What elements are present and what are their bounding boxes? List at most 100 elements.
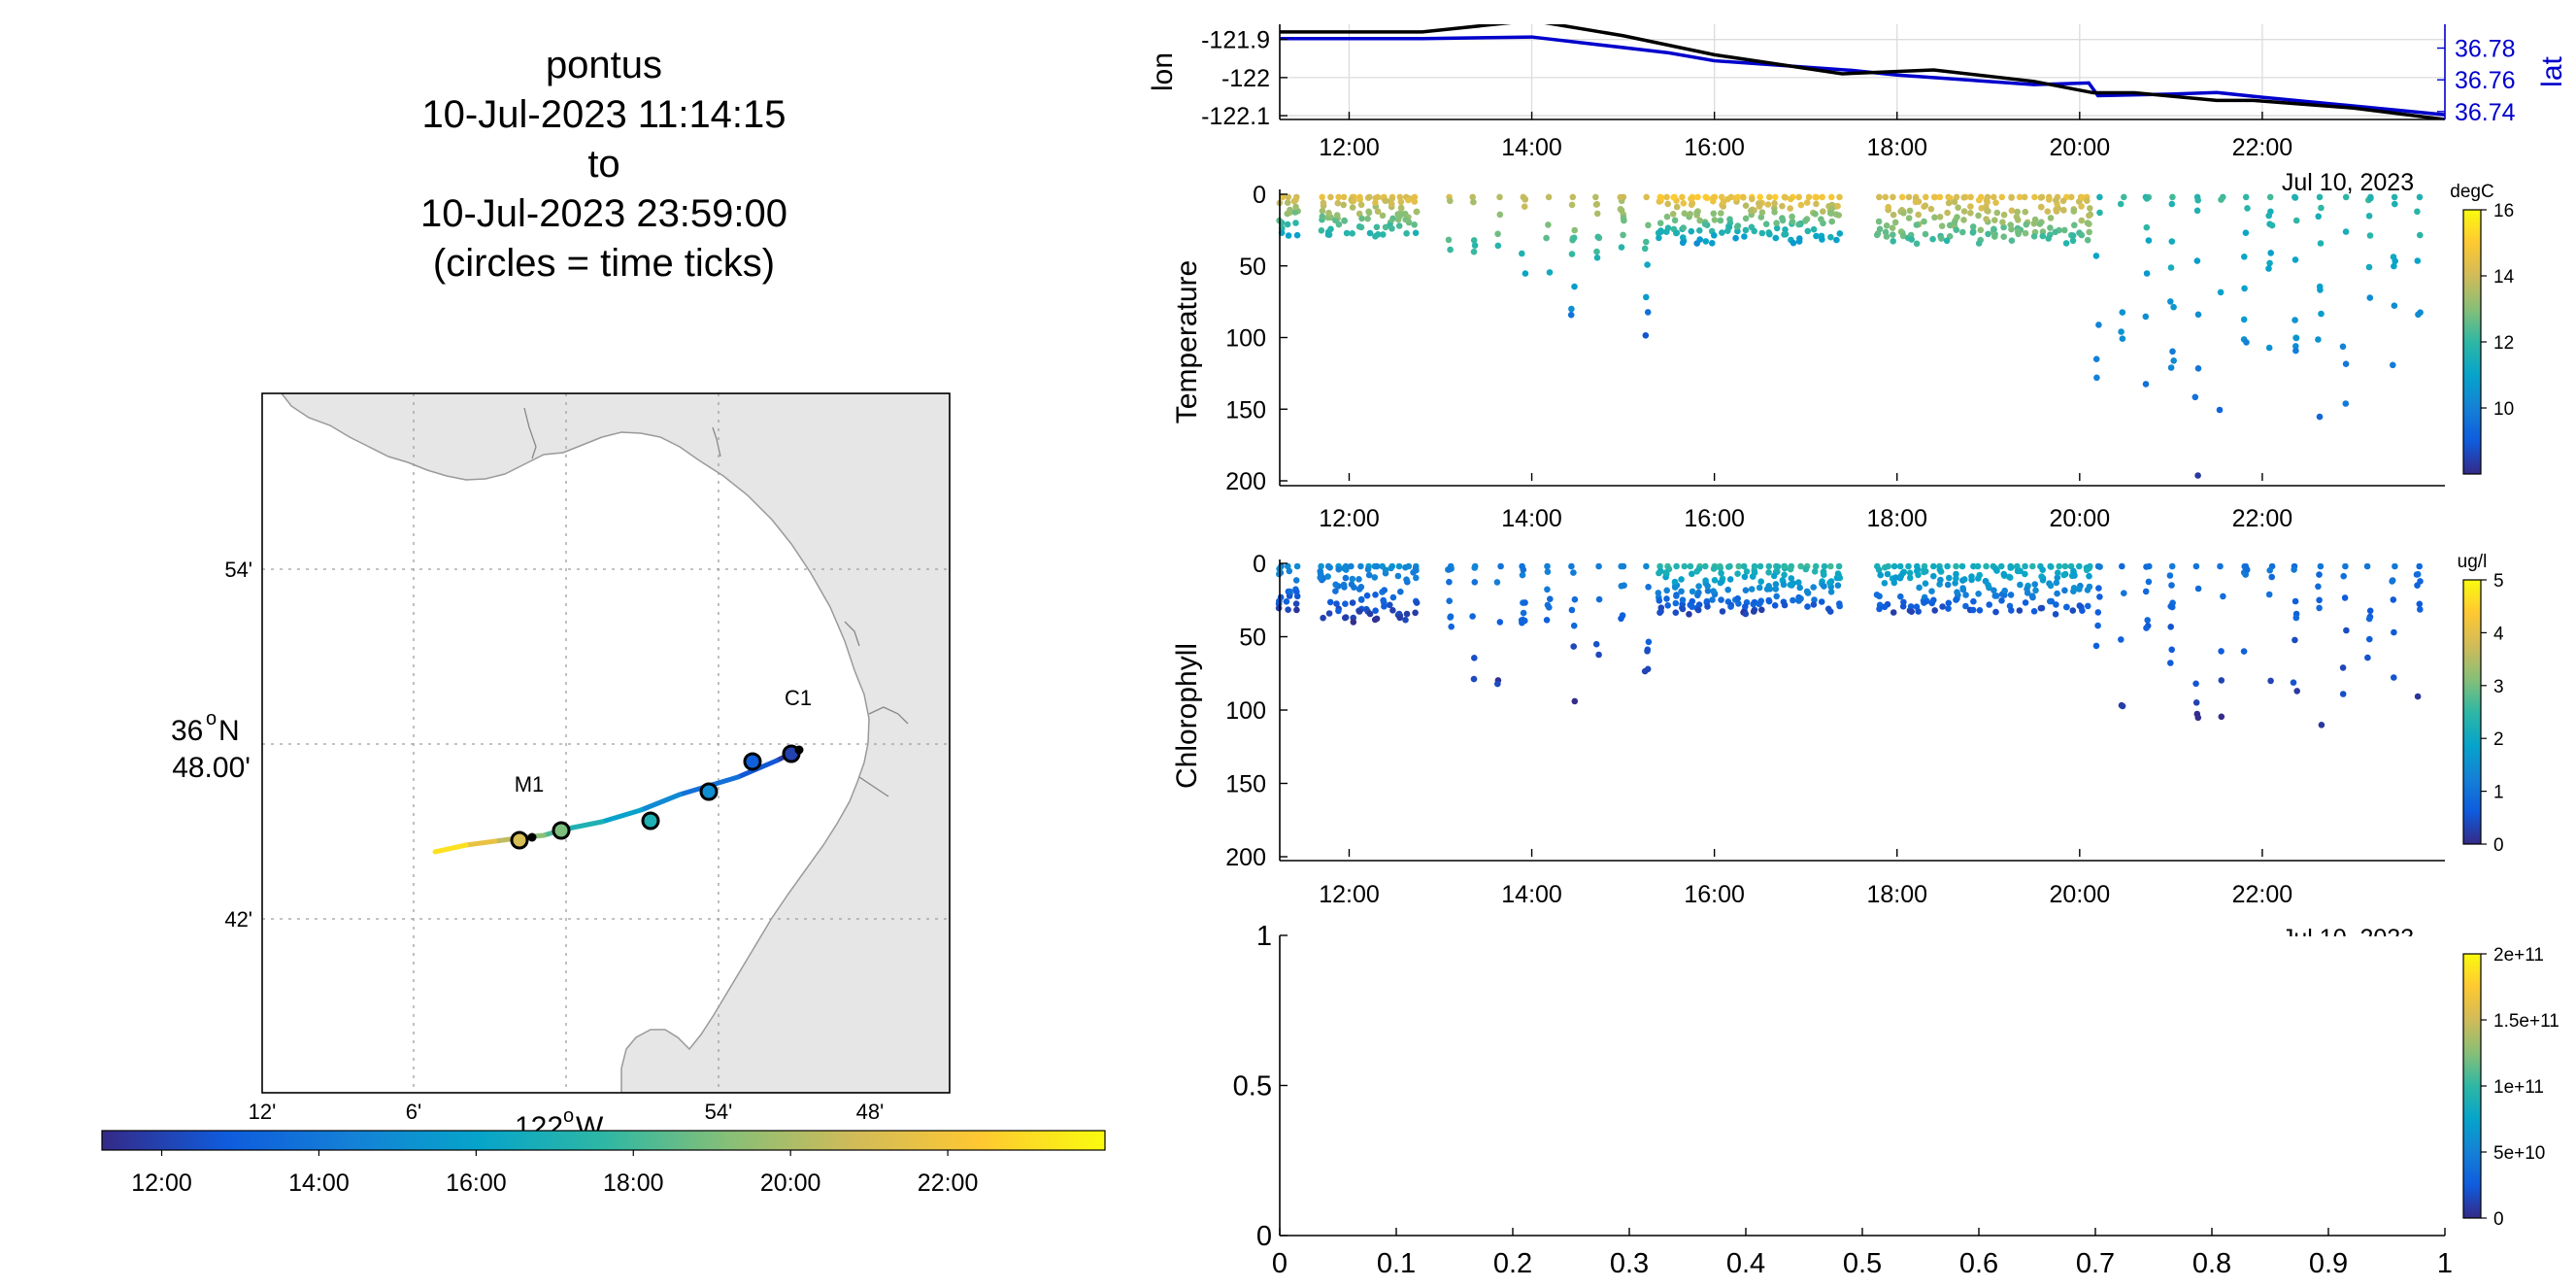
scatter-point [1402,563,1409,571]
scatter-point [1702,562,1709,570]
scatter-point [2292,334,2300,342]
x-tick-label: 18:00 [1866,505,1927,532]
scatter-point [1701,220,1709,227]
scatter-point [1656,569,1662,577]
scatter-point [1820,208,1826,215]
scatter-point [2031,581,2038,588]
scatter-point [1719,608,1726,615]
scatter-point [1928,588,1935,594]
lon-axis-label: lon [1147,52,1179,91]
colorbar-tick-label: 1 [2493,783,2504,803]
scatter-point [1673,203,1681,211]
scatter-point [1883,222,1890,229]
scatter-point [1735,600,1742,607]
scatter-point [2392,562,2398,570]
scatter-point [2121,193,2127,201]
scatter-point [1954,589,1960,595]
scatter-point [1447,614,1454,621]
scatter-point [2343,627,2350,634]
scatter-point [1789,219,1796,225]
scatter-point [2342,400,2350,407]
scatter-point [1921,599,1927,606]
scatter-point [2086,228,2092,236]
scatter-point [1317,574,1323,581]
scatter-point [1679,239,1687,247]
scatter-point [1470,675,1478,683]
scatter-point [1938,222,1946,229]
scatter-point [1471,579,1479,586]
scatter-point [1343,229,1351,237]
scatter-point [1704,588,1712,594]
scatter-point [1396,614,1403,622]
lat-tick-label: 36.76 [2455,67,2516,94]
time-tick-circle [699,782,719,801]
x-tick-label: 1 [2437,1248,2453,1279]
chlorophyll-date-label-mask [2233,544,2447,563]
colorbar-tick-label: 1.5e+11 [2493,1011,2559,1032]
y-tick-label: 100 [1225,697,1266,725]
scatter-point [1795,579,1802,586]
scatter-point [2017,581,2024,589]
scatter-point [2008,607,2015,614]
scatter-point [2241,285,2248,292]
map-lat-tick-1: 54' [224,558,252,582]
scatter-point [1519,619,1525,627]
scatter-point [2079,607,2086,614]
scatter-point [1643,238,1650,246]
title-block: pontus 10-Jul-2023 11:14:15 to 10-Jul-20… [420,44,787,285]
scatter-point [1664,602,1671,609]
scatter-point [2092,253,2100,259]
scatter-point [1802,218,1809,224]
scatter-point [1944,581,1952,589]
scatter-point [1976,607,1984,614]
scatter-point [2265,344,2273,352]
scatter-point [1900,210,1907,217]
scatter-point [2039,232,2047,240]
scatter-point [1413,599,1421,606]
scatter-point [2367,194,2374,202]
scatter-point [1293,588,1300,595]
scatter-point [2142,588,2150,595]
scatter-point [1742,610,1750,618]
scatter-point [1890,238,1896,245]
station-c1-marker [794,745,804,755]
scatter-point [1890,211,1897,219]
temperature-colorbar-ticks: 16 14 12 10 [2481,201,2515,420]
scatter-point [1905,193,1913,201]
scatter-point [1770,572,1778,580]
scatter-point [2216,406,2224,414]
scatter-point [1521,203,1528,210]
scatter-point [1644,261,1651,268]
scatter-point [1571,697,1579,705]
scatter-point [1645,584,1652,591]
scatter-point [2317,287,2324,293]
scatter-point [1742,587,1750,593]
scatter-point [1494,680,1501,688]
scatter-point [1884,570,1891,578]
scatter-point [2016,193,2024,201]
scatter-point [2095,585,2102,592]
scatter-point [1293,562,1301,570]
scatter-point [2068,193,2075,201]
scatter-point [2054,574,2061,581]
scatter-point [2192,699,2200,706]
scatter-point [1764,201,1772,208]
scatter-point [2086,220,2092,227]
scatter-point [1405,196,1412,204]
scatter-point [1811,568,1819,575]
scatter-point [2031,193,2038,201]
scatter-point [2006,573,2013,581]
scatter-point [2061,562,2069,570]
scatter-point [1656,609,1663,616]
scatter-point [1372,592,1379,598]
scatter-point [2366,607,2374,615]
scatter-point [1663,595,1670,602]
scatter-point [2240,648,2248,655]
scatter-point [1689,195,1695,202]
scatter-point [1976,196,1983,204]
scatter-point [1365,571,1373,579]
scatter-point [1283,598,1290,605]
scatter-point [1469,193,1476,201]
scatter-point [2167,364,2175,371]
scatter-point [1921,568,1927,576]
